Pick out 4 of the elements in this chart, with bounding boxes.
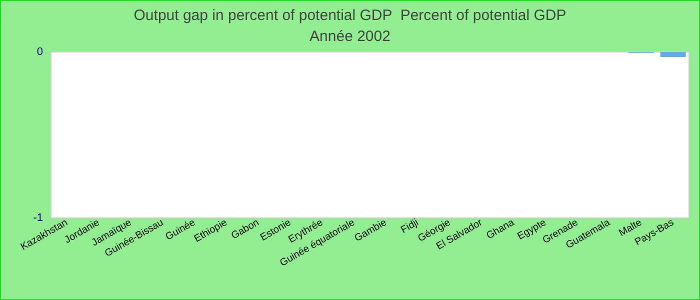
chart-subtitle: Année 2002 — [310, 28, 390, 45]
y-tick-label: -1 — [33, 212, 43, 224]
chart-title: Output gap in percent of potential GDP Percent of potential GDP — [134, 7, 566, 24]
y-tick-label: 0 — [36, 46, 43, 58]
